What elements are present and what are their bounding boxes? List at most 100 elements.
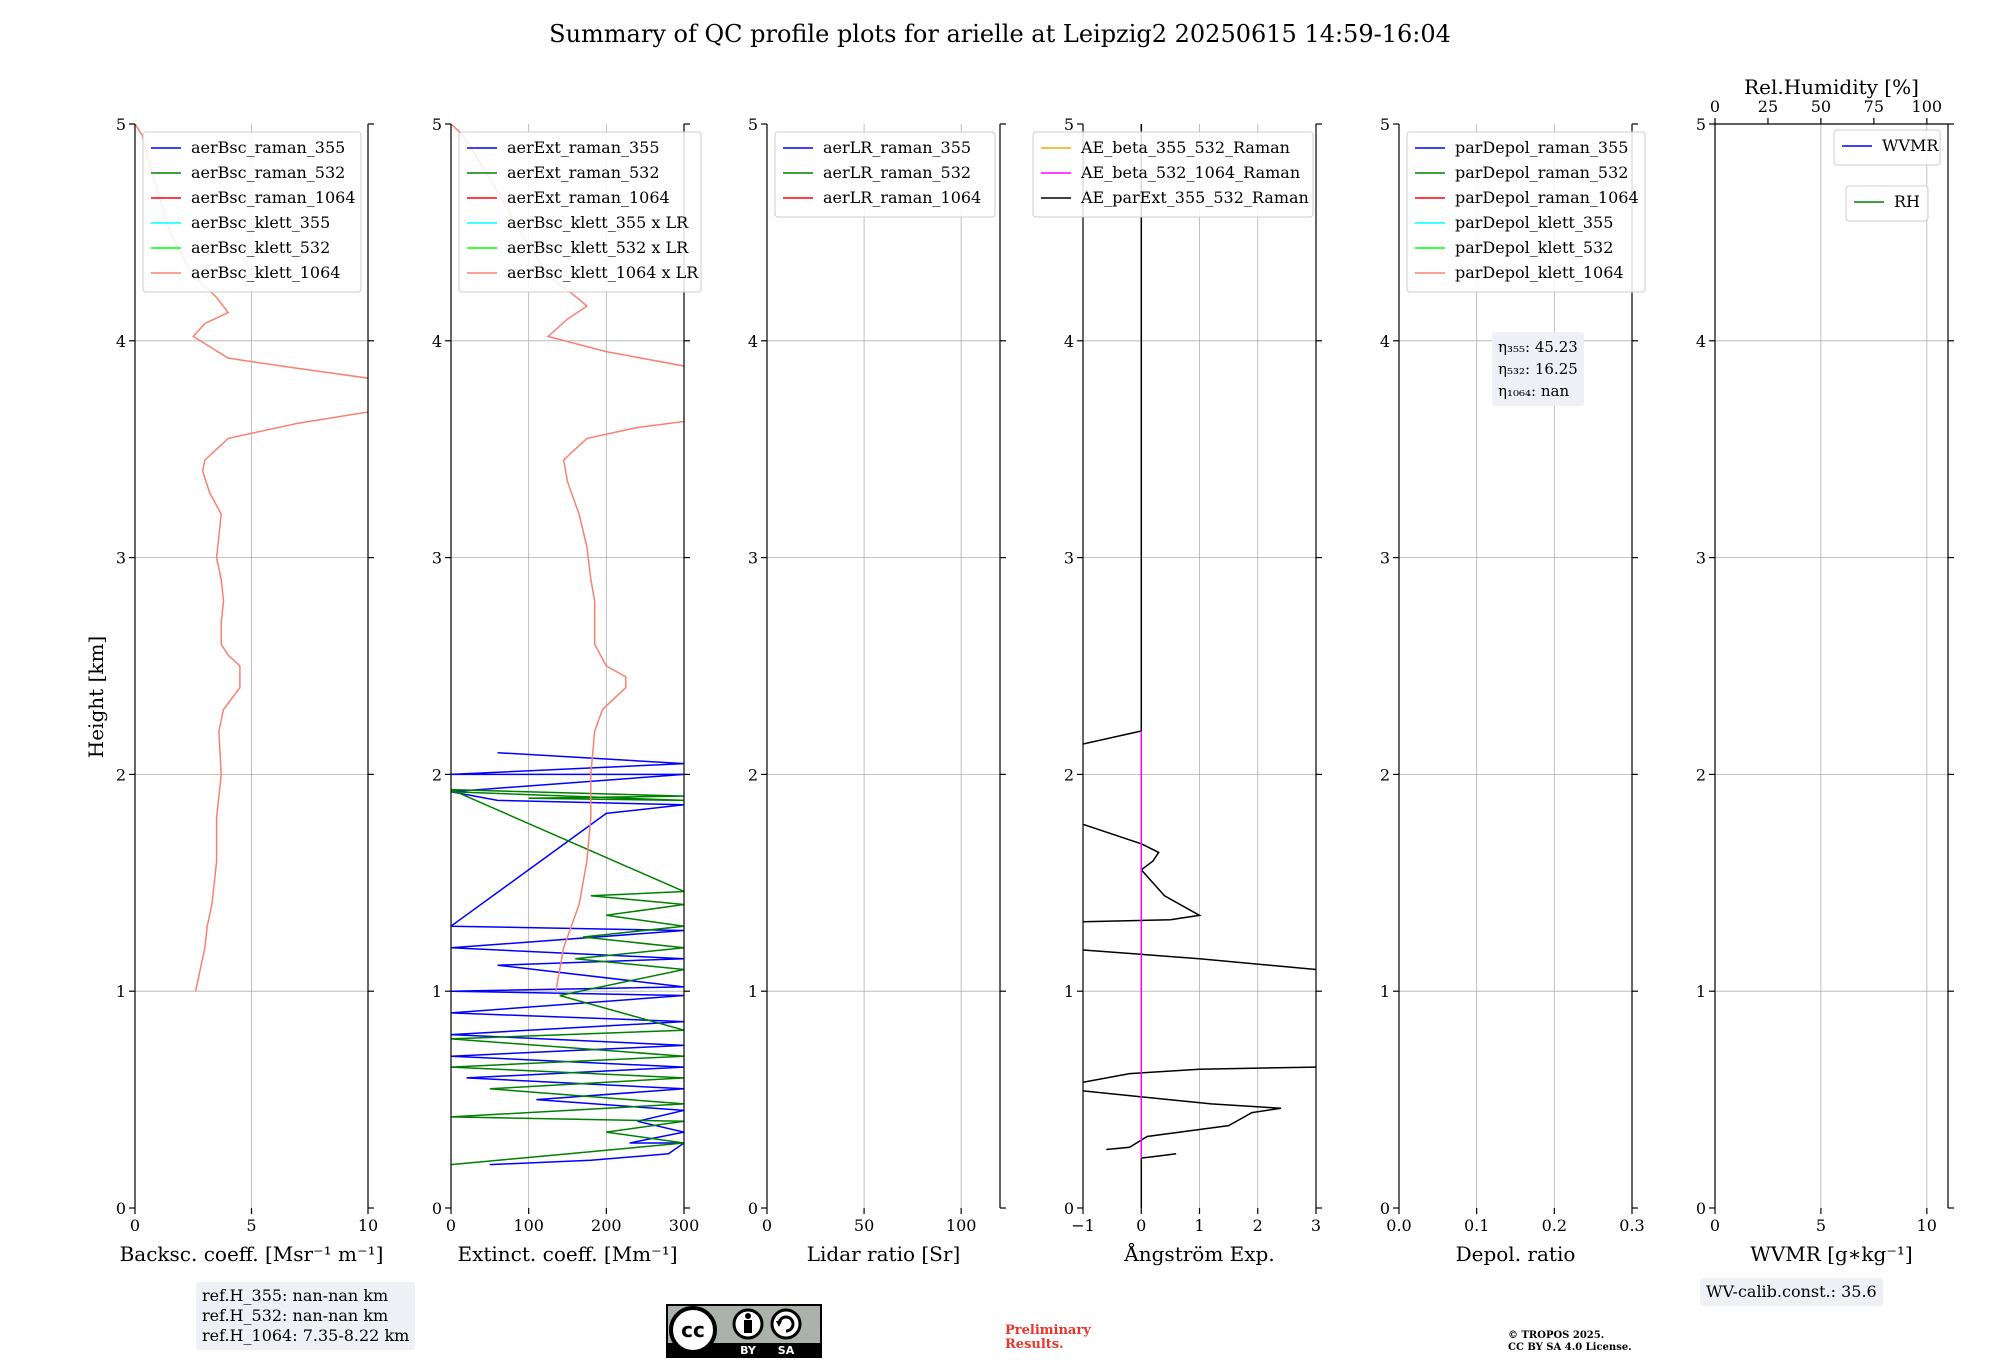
legend-entry: RH bbox=[1894, 192, 1920, 211]
x-axis-label: WVMR [g∗kg⁻¹] bbox=[1750, 1242, 1912, 1266]
y-tick-label: 0 bbox=[1696, 1199, 1706, 1218]
legend-box bbox=[1845, 185, 1929, 222]
legend-box bbox=[1833, 129, 1941, 166]
cc-mark: cc bbox=[681, 1318, 705, 1342]
y-tick-label: 2 bbox=[1380, 765, 1390, 784]
ref-height-355: ref.H_355: nan-nan km bbox=[202, 1286, 389, 1305]
x-tick-label: 0.2 bbox=[1542, 1216, 1567, 1235]
legend-entry: WVMR bbox=[1882, 136, 1939, 155]
legend: AE_beta_355_532_Raman AE_beta_532_1064_Ra… bbox=[1032, 131, 1314, 218]
legend-entry: aerBsc_raman_532 bbox=[191, 163, 345, 182]
legend-entry: parDepol_klett_355 bbox=[1455, 213, 1613, 232]
legend-entry: parDepol_raman_532 bbox=[1455, 163, 1628, 182]
y-tick-label: 2 bbox=[1064, 765, 1074, 784]
legend-entry: aerBsc_raman_1064 bbox=[191, 188, 356, 207]
series-line bbox=[1083, 1066, 1316, 1084]
legend-entry: aerBsc_klett_532 x LR bbox=[507, 238, 689, 257]
y-tick-label: 3 bbox=[1696, 549, 1706, 568]
legend: aerExt_raman_355 aerExt_raman_532 aerExt_r… bbox=[458, 131, 702, 293]
legend-entry: AE_parExt_355_532_Raman bbox=[1080, 188, 1309, 207]
top-x-tick-label: 0 bbox=[1710, 97, 1720, 116]
eta-1064: η₁₀₆₄: nan bbox=[1498, 382, 1570, 400]
wv-calibration-box: WV-calib.const.: 35.6 bbox=[1700, 1278, 1883, 1306]
x-tick-label: 5 bbox=[1816, 1216, 1826, 1235]
series-line bbox=[1083, 730, 1142, 745]
x-tick-label: 100 bbox=[946, 1216, 977, 1235]
eta-532: η₅₃₂: 16.25 bbox=[1498, 360, 1578, 378]
sa-label: SA bbox=[778, 1344, 795, 1357]
ref-height-532: ref.H_532: nan-nan km bbox=[202, 1306, 389, 1325]
y-tick-label: 1 bbox=[1064, 982, 1074, 1001]
y-tick-label: 1 bbox=[432, 982, 442, 1001]
y-tick-label: 0 bbox=[116, 1199, 126, 1218]
top-x-tick-label: 50 bbox=[1811, 97, 1831, 116]
x-tick-label: 10 bbox=[1917, 1216, 1937, 1235]
y-tick-label: 1 bbox=[748, 982, 758, 1001]
y-tick-label: 0 bbox=[1064, 1199, 1074, 1218]
x-axis-label: Extinct. coeff. [Mm⁻¹] bbox=[457, 1242, 677, 1266]
x-tick-label: 100 bbox=[513, 1216, 544, 1235]
legend-entry: aerExt_raman_355 bbox=[507, 138, 660, 157]
y-tick-label: 5 bbox=[116, 115, 126, 134]
y-tick-label: 5 bbox=[748, 115, 758, 134]
ref-height-1064: ref.H_1064: 7.35-8.22 km bbox=[202, 1326, 410, 1345]
legend-entry: parDepol_raman_1064 bbox=[1455, 188, 1639, 207]
preliminary-line-1: Preliminary bbox=[1005, 1323, 1091, 1338]
legend-entry: aerLR_raman_532 bbox=[823, 163, 971, 182]
y-tick-label: 2 bbox=[748, 765, 758, 784]
cc-circle-icon bbox=[669, 1306, 717, 1354]
x-tick-label: 3 bbox=[1311, 1216, 1321, 1235]
eta-355: η₃₅₅: 45.23 bbox=[1498, 338, 1578, 356]
legend: aerLR_raman_355 aerLR_raman_532 aerLR_rama… bbox=[774, 131, 996, 218]
y-tick-label: 5 bbox=[1696, 115, 1706, 134]
y-tick-label: 3 bbox=[116, 549, 126, 568]
y-tick-label: 1 bbox=[1696, 982, 1706, 1001]
x-tick-label: 0 bbox=[130, 1216, 140, 1235]
series-line bbox=[555, 420, 684, 992]
x-tick-label: 0.1 bbox=[1464, 1216, 1489, 1235]
y-tick-label: 1 bbox=[1380, 982, 1390, 1001]
legend-box bbox=[774, 131, 996, 218]
legend-box bbox=[458, 131, 702, 293]
legend-rh: RH bbox=[1845, 185, 1929, 222]
legend: parDepol_raman_355 parDepol_raman_532 parD… bbox=[1406, 131, 1646, 293]
legend-entry: aerBsc_klett_532 bbox=[191, 238, 330, 257]
top-x-tick-label: 25 bbox=[1758, 97, 1778, 116]
reference-height-box: ref.H_355: nan-nan km ref.H_532: nan-nan… bbox=[196, 1282, 416, 1350]
x-tick-label: 0 bbox=[1710, 1216, 1720, 1235]
copyright-line-1: © TROPOS 2025. bbox=[1508, 1330, 1605, 1341]
y-tick-label: 3 bbox=[432, 549, 442, 568]
series-line bbox=[1083, 823, 1202, 923]
series-line bbox=[451, 751, 684, 1166]
legend-entry: parDepol_raman_355 bbox=[1455, 138, 1628, 157]
y-tick-label: 5 bbox=[1064, 115, 1074, 134]
y-tick-label: 4 bbox=[432, 332, 442, 351]
legend-entry: AE_beta_355_532_Raman bbox=[1080, 138, 1290, 157]
preliminary-results-note: Preliminary Results. bbox=[1005, 1324, 1091, 1352]
preliminary-line-2: Results. bbox=[1005, 1337, 1064, 1352]
legend-entry: aerExt_raman_1064 bbox=[507, 188, 670, 207]
series-group bbox=[1083, 124, 1316, 1208]
x-axis-label: Lidar ratio [Sr] bbox=[807, 1242, 961, 1266]
y-tick-label: 0 bbox=[748, 1199, 758, 1218]
y-tick-label: 4 bbox=[1696, 332, 1706, 351]
y-tick-label: 3 bbox=[1064, 549, 1074, 568]
y-tick-label: 4 bbox=[748, 332, 758, 351]
share-alike-icon bbox=[770, 1308, 802, 1340]
page-title: Summary of QC profile plots for arielle … bbox=[549, 20, 1451, 48]
x-tick-label: 0 bbox=[762, 1216, 772, 1235]
legend-box bbox=[1032, 131, 1314, 218]
x-axis-label: Depol. ratio bbox=[1456, 1242, 1576, 1266]
y-tick-label: 2 bbox=[432, 765, 442, 784]
x-tick-label: 300 bbox=[669, 1216, 700, 1235]
legend-entry: parDepol_klett_1064 bbox=[1455, 263, 1624, 282]
wv-calib-const: WV-calib.const.: 35.6 bbox=[1706, 1282, 1877, 1301]
legend-box bbox=[1406, 131, 1646, 293]
legend-entry: aerBsc_klett_1064 x LR bbox=[507, 263, 699, 282]
copyright-note: © TROPOS 2025. CC BY SA 4.0 License. bbox=[1508, 1330, 1632, 1354]
x-tick-label: 200 bbox=[591, 1216, 622, 1235]
panel-extinction: 0 1 2 3 4 5 0 100 200 300 Extinct. coeff. [Mm⁻¹] ae… bbox=[432, 115, 702, 1266]
panel-backscatter: 0 1 2 3 4 5 0 5 10 Backsc. coeff. [Msr⁻¹ m⁻¹] aerB… bbox=[116, 115, 384, 1266]
legend-entry: aerBsc_klett_355 x LR bbox=[507, 213, 689, 232]
legend-entry: aerLR_raman_1064 bbox=[823, 188, 981, 207]
